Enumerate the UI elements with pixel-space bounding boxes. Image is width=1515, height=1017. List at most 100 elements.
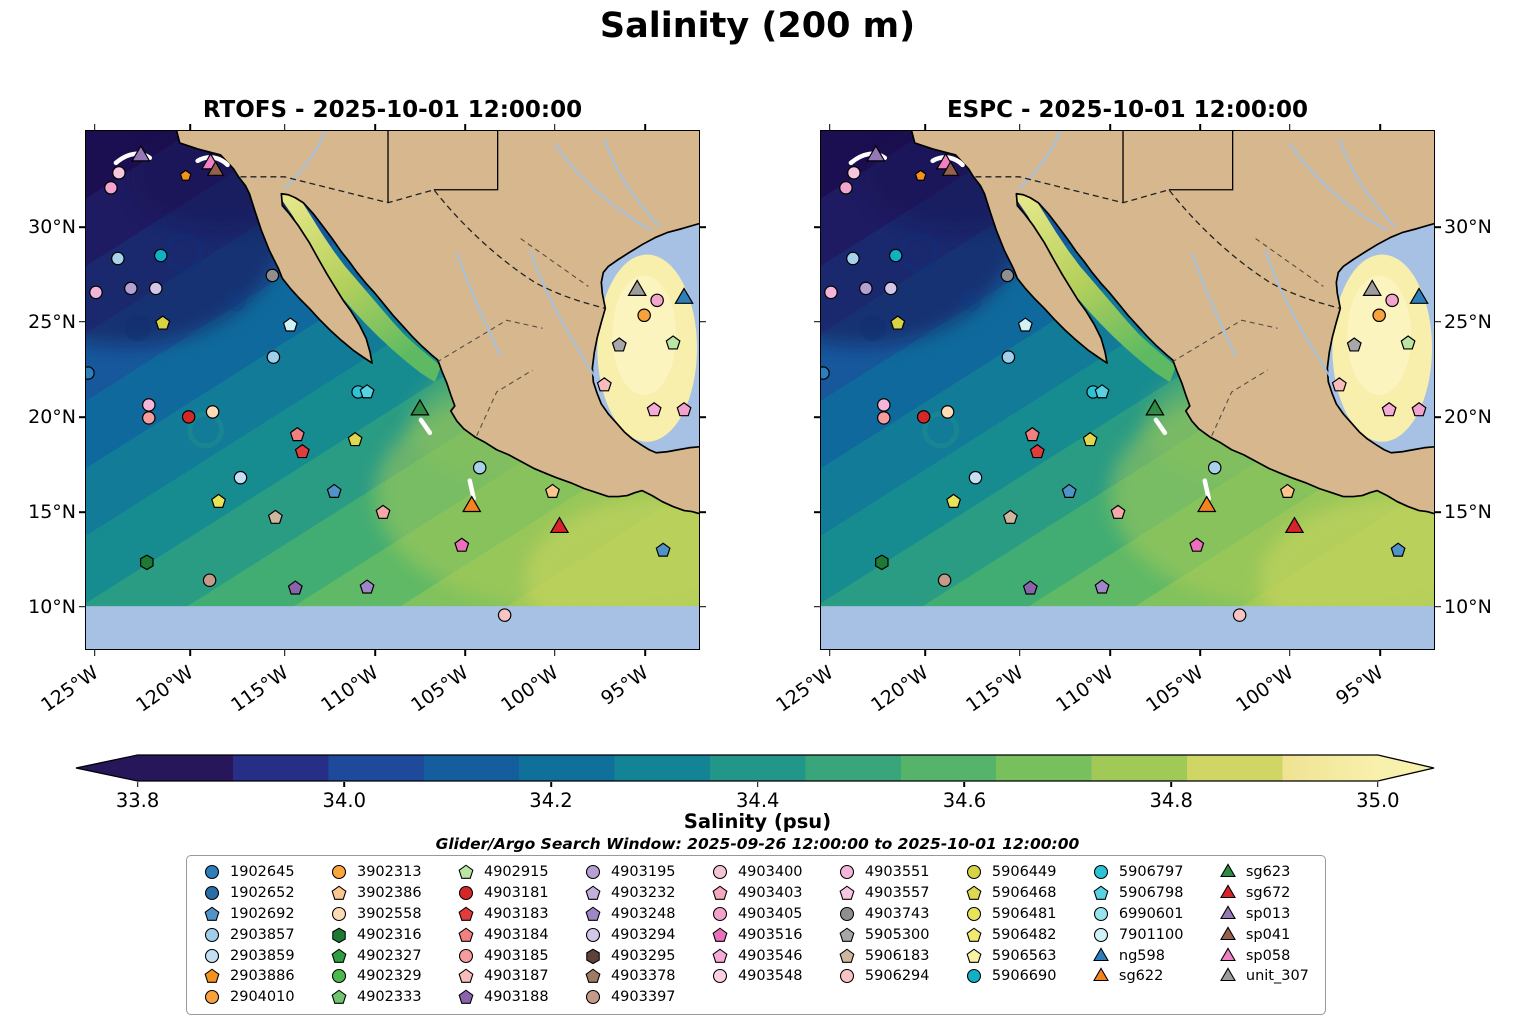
platform-marker [266,350,281,364]
legend-label: 4903184 [483,926,549,943]
x-tick-mark [924,650,926,656]
platform-marker [646,402,662,417]
x-tick-mark [644,124,647,130]
x-tick-mark [829,124,831,130]
platform-marker [375,504,391,519]
y-tick-mark [700,606,706,608]
pentagon-marker-icon [585,968,601,984]
platform-marker [674,287,694,304]
circle-marker-icon [839,865,854,880]
legend-label: sg622 [1118,968,1164,985]
hexagon-marker-icon [586,948,600,964]
y-tick-label: 20°N [28,406,76,429]
y-tick-mark [1435,321,1441,323]
legend-column: 4903195 4903232 4903248 4903294 4903295 … [584,862,676,1008]
legend-label: 5906294 [864,968,930,985]
legend-label: 2903857 [230,926,295,943]
gulf-of-california-water [279,186,441,383]
platform-marker [1385,293,1399,308]
platform-marker [941,160,960,176]
circle-marker-icon [966,865,981,880]
circle-marker-icon [839,906,854,922]
x-tick-mark [1199,124,1201,130]
y-tick-mark [79,416,85,418]
legend-label: 3902558 [356,905,422,922]
legend-label: 4902316 [356,926,422,943]
y-tick-label: 15°N [1444,501,1492,524]
legend-entry-4903557: 4903557 [838,883,930,904]
platform-marker [637,308,651,323]
legend-entry-6990601: 6990601 [1092,904,1183,925]
y-tick-mark [814,416,820,418]
x-tick-mark [1019,124,1021,130]
legend-label: 4903187 [483,968,549,985]
colorbar-tick-label: 35.0 [1356,789,1400,812]
legend-entry-4903516: 4903516 [711,924,803,945]
platform-marker [914,169,927,181]
legend-entry-4903743: 4903743 [838,904,930,925]
platform-marker [153,248,168,263]
legend-label: 4902333 [356,989,422,1006]
pentagon-marker-icon [458,927,474,942]
legend-label: ng598 [1118,947,1165,964]
circle-marker-icon [331,906,347,922]
platform-marker [202,573,217,588]
y-tick-mark [79,226,85,229]
platform-marker [1279,483,1295,498]
circle-marker-icon [712,969,727,984]
legend-label: 7901100 [1118,926,1184,943]
x-tick-label: 115°W [226,661,293,717]
x-tick-mark [1109,124,1112,130]
circle-marker-icon [204,886,220,901]
legend-entry-4903181: 4903181 [457,883,549,904]
panel-title-rtofs: RTOFS - 2025-10-01 12:00:00 [202,97,583,123]
platform-marker [89,285,103,300]
colorbar: 33.8 34.0 34.2 34.4 34.6 34.8 35.0 [75,754,1435,812]
legend-column: 4903400 4903403 4903405 4903516 4903546 … [711,862,803,1008]
circle-marker-icon [1093,927,1108,942]
x-tick-mark [1109,650,1112,656]
triangle-marker-icon [1092,967,1109,982]
platform-marker [1411,402,1427,417]
platform-marker [124,281,138,296]
platform-marker [627,279,647,296]
platform-marker [847,166,861,180]
x-tick-mark [1019,650,1021,656]
platform-marker [289,426,305,442]
colorbar-bar [75,754,1435,782]
platform-marker [472,460,487,475]
pentagon-marker-icon [204,906,220,921]
platform-marker [1409,287,1429,304]
legend-entry-ng598: ng598 [1092,945,1184,966]
y-tick-label: 10°N [1444,595,1492,618]
colorbar-tick-mark [343,782,346,787]
colorbar-tick-label: 34.0 [322,789,366,812]
platform-marker [454,537,470,552]
platform-marker [1381,402,1397,417]
x-tick-label: 125°W [36,661,103,717]
pentagon-marker-icon [839,927,855,942]
legend-entry-3902386: 3902386 [330,883,422,904]
legend-entry-3902558: 3902558 [330,904,422,925]
pentagon-marker-icon [712,948,728,963]
platform-marker [1000,268,1015,283]
legend-label: 4903185 [483,947,549,964]
colorbar-tick-label: 34.4 [736,789,780,812]
platform-marker [206,160,225,176]
legend-label: sp013 [1245,905,1291,922]
platform-marker [839,181,853,195]
legend-label: 4902327 [356,947,422,964]
x-tick-mark [464,124,466,130]
legend-entry-5905300: 5905300 [838,924,930,945]
platform-marker [1017,317,1033,332]
triangle-marker-icon [1219,905,1236,920]
legend-label: 5906468 [991,885,1057,902]
legend-label: 4903397 [610,989,676,1006]
circle-marker-icon [1093,906,1108,922]
pentagon-marker-icon [712,885,728,901]
no-data-strip [86,606,699,649]
legend-label: 4902329 [356,968,422,985]
legend-entry-4902327: 4902327 [330,945,422,966]
legend-entry-4903548: 4903548 [711,966,803,987]
platform-marker [1061,483,1077,498]
